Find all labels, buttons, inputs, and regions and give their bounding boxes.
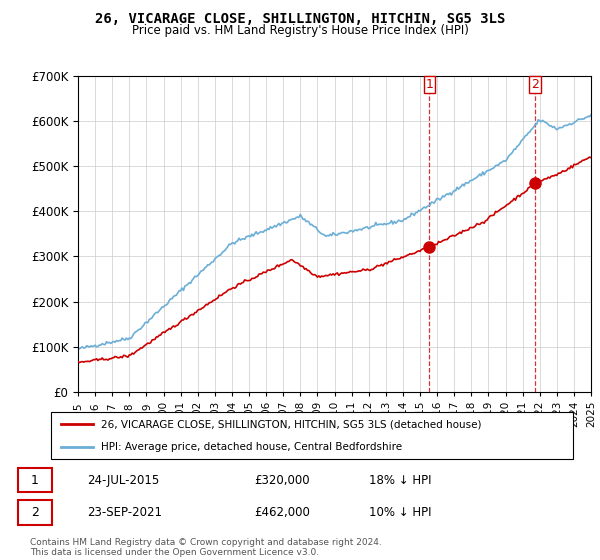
FancyBboxPatch shape: [50, 412, 574, 459]
Text: 23-SEP-2021: 23-SEP-2021: [87, 506, 162, 519]
FancyBboxPatch shape: [18, 468, 52, 492]
Text: 26, VICARAGE CLOSE, SHILLINGTON, HITCHIN, SG5 3LS: 26, VICARAGE CLOSE, SHILLINGTON, HITCHIN…: [95, 12, 505, 26]
Text: 1: 1: [31, 474, 39, 487]
Text: 26, VICARAGE CLOSE, SHILLINGTON, HITCHIN, SG5 3LS (detached house): 26, VICARAGE CLOSE, SHILLINGTON, HITCHIN…: [101, 419, 481, 430]
Text: Price paid vs. HM Land Registry's House Price Index (HPI): Price paid vs. HM Land Registry's House …: [131, 24, 469, 37]
Text: HPI: Average price, detached house, Central Bedfordshire: HPI: Average price, detached house, Cent…: [101, 442, 402, 452]
Text: 10% ↓ HPI: 10% ↓ HPI: [369, 506, 431, 519]
Text: 1: 1: [425, 78, 433, 91]
Text: 24-JUL-2015: 24-JUL-2015: [87, 474, 159, 487]
FancyBboxPatch shape: [18, 500, 52, 525]
Text: £320,000: £320,000: [254, 474, 310, 487]
Text: £462,000: £462,000: [254, 506, 310, 519]
Text: 2: 2: [31, 506, 39, 519]
Text: Contains HM Land Registry data © Crown copyright and database right 2024.
This d: Contains HM Land Registry data © Crown c…: [30, 538, 382, 557]
Text: 2: 2: [531, 78, 539, 91]
Text: 18% ↓ HPI: 18% ↓ HPI: [369, 474, 431, 487]
